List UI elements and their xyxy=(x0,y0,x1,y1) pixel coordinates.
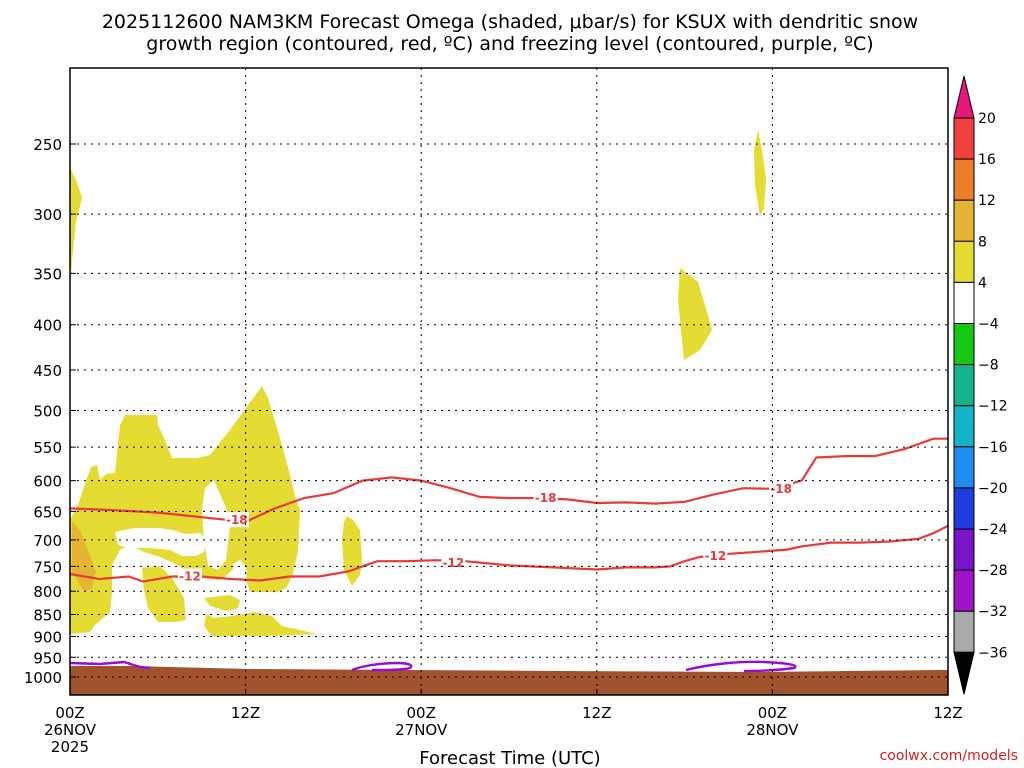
colorbar-segment xyxy=(953,240,975,283)
x-tick-label: 2025 xyxy=(51,738,89,756)
y-tick-label: 250 xyxy=(33,136,62,154)
y-tick-label: 750 xyxy=(33,558,62,576)
colorbar: 20 16 12 8 4 −4 −8 −12 −16 −20 −24 −28 −32 −36 xyxy=(953,75,1008,695)
x-tick-label: 28NOV xyxy=(746,721,799,739)
colorbar-segment xyxy=(953,528,975,571)
omega-gap xyxy=(115,528,206,556)
omega-region xyxy=(678,268,712,360)
y-tick-label: 950 xyxy=(33,649,62,667)
contour-label-bg xyxy=(769,480,794,496)
plot-frame xyxy=(69,67,949,696)
y-tick-label: 1000 xyxy=(24,669,62,687)
x-tick-label: 00Z xyxy=(55,704,84,722)
chart-title-line2: growth region (contoured, red, ºC) and f… xyxy=(146,33,873,55)
gridlines xyxy=(70,68,948,695)
contour-label: -18 xyxy=(770,482,792,496)
dendritic-contours: -18 -18 -18 -12 -12 -12 xyxy=(69,437,949,584)
y-tick-label: 500 xyxy=(33,403,62,421)
colorbar-tick-label: −4 xyxy=(978,317,999,333)
x-axis-title: Forecast Time (UTC) xyxy=(419,748,600,768)
contour-label-bg xyxy=(441,554,466,570)
x-tick-label: 12Z xyxy=(933,704,962,722)
axis-tick-marks xyxy=(69,143,949,695)
ground-surface xyxy=(70,666,948,695)
y-tick-label: 650 xyxy=(33,503,62,521)
omega-region xyxy=(204,595,240,611)
chart-title-line1: 2025112600 NAM3KM Forecast Omega (shaded… xyxy=(102,11,918,33)
plot-area: -18 -18 -18 -12 -12 -12 xyxy=(69,67,949,696)
y-tick-label: 900 xyxy=(33,628,62,646)
x-tick-label: 00Z xyxy=(758,704,787,722)
colorbar-tick-label: −36 xyxy=(978,645,1008,661)
omega-region xyxy=(70,168,82,290)
contour-label: -12 xyxy=(179,570,201,584)
colorbar-tick-label: 4 xyxy=(978,275,987,291)
colorbar-segment xyxy=(953,323,975,366)
freezing-level-line xyxy=(351,661,413,672)
contour-label: -12 xyxy=(443,556,465,570)
x-tick-label: 00Z xyxy=(407,704,436,722)
contour-label-bg xyxy=(703,548,728,564)
colorbar-bottom-arrow xyxy=(953,651,975,695)
colorbar-segment xyxy=(953,364,975,407)
y-tick-label: 300 xyxy=(33,206,62,224)
contour-label: -18 xyxy=(226,513,248,527)
x-tick-label: 12Z xyxy=(231,704,260,722)
omega-region xyxy=(754,130,766,216)
freezing-level-line xyxy=(685,660,797,673)
colorbar-tick-label: −12 xyxy=(978,399,1008,415)
colorbar-tick-label: −20 xyxy=(978,481,1008,497)
colorbar-tick-label: 20 xyxy=(978,111,996,127)
y-tick-label: 450 xyxy=(33,362,62,380)
colorbar-segment xyxy=(953,158,975,201)
colorbar-segment xyxy=(953,610,975,653)
colorbar-tick-label: −8 xyxy=(978,358,999,374)
omega-region xyxy=(342,516,362,586)
y-tick-label: 550 xyxy=(33,439,62,457)
credit-text: coolwx.com/models xyxy=(880,748,1018,764)
y-tick-label: 850 xyxy=(33,607,62,625)
colorbar-tick-label: −16 xyxy=(978,440,1008,456)
omega-region xyxy=(204,612,316,636)
colorbar-segment xyxy=(953,199,975,242)
colorbar-segment xyxy=(953,569,975,612)
freezing-level-line xyxy=(69,660,151,670)
contour-line-minus12 xyxy=(69,524,949,583)
x-tick-label: 27NOV xyxy=(395,721,448,739)
y-axis-labels: 250 300 350 400 450 500 550 600 650 700 750 800 850 9… xyxy=(24,136,62,687)
omega-gap xyxy=(202,480,230,570)
colorbar-tick-label: −32 xyxy=(978,604,1008,620)
y-tick-label: 700 xyxy=(33,532,62,550)
y-tick-label: 400 xyxy=(33,317,62,335)
contour-label: -12 xyxy=(704,549,726,563)
contour-label-bg xyxy=(533,490,558,506)
colorbar-top-arrow xyxy=(953,75,975,119)
contour-label-bg xyxy=(177,568,202,584)
y-tick-label: 800 xyxy=(33,583,62,601)
colorbar-segment xyxy=(953,117,975,160)
colorbar-tick-label: 8 xyxy=(978,234,987,250)
colorbar-tick-label: −24 xyxy=(978,522,1008,538)
y-tick-label: 600 xyxy=(33,473,62,491)
y-tick-label: 350 xyxy=(33,265,62,283)
colorbar-segment xyxy=(953,405,975,448)
colorbar-tick-label: 16 xyxy=(978,152,996,168)
x-tick-label: 12Z xyxy=(582,704,611,722)
omega-shading xyxy=(70,130,766,636)
colorbar-segment xyxy=(953,446,975,489)
contour-label-bg xyxy=(224,512,249,528)
colorbar-segment xyxy=(953,487,975,530)
x-tick-label: 26NOV xyxy=(44,721,97,739)
contour-label: -18 xyxy=(535,491,557,505)
omega-region xyxy=(70,386,300,634)
colorbar-segment xyxy=(953,281,975,324)
colorbar-tick-label: 12 xyxy=(978,193,996,209)
freezing-level-contours xyxy=(69,660,797,673)
colorbar-tick-label: −28 xyxy=(978,563,1008,579)
